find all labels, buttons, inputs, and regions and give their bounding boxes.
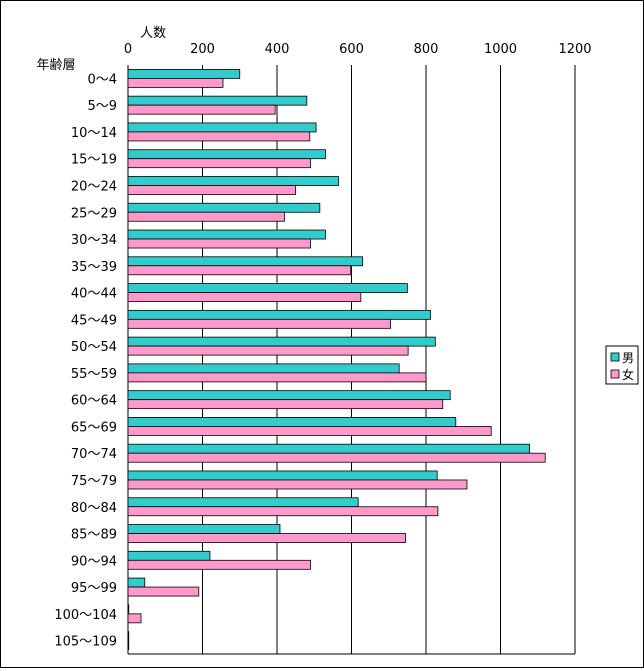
category-label: 0～4 (87, 72, 117, 87)
bar-female (127, 158, 311, 169)
bar-male (127, 604, 130, 615)
bar-male (127, 577, 146, 588)
bar-female (127, 211, 285, 222)
bar-male (127, 524, 281, 534)
bar-female (127, 318, 392, 329)
x-tick-label: 200 (190, 42, 215, 57)
x-tick-label: 600 (339, 42, 364, 57)
category-label: 15～19 (71, 153, 117, 168)
bar-male (127, 390, 451, 401)
x-tick-label: 1200 (558, 42, 591, 57)
bar-female (127, 506, 439, 517)
bar-male (127, 550, 211, 561)
bar-female (127, 104, 276, 115)
bar-female (127, 185, 297, 195)
bar-male (127, 336, 436, 347)
category-label: 10～14 (71, 126, 117, 141)
bar-male (127, 68, 241, 79)
x-tick-label: 0 (124, 42, 132, 57)
legend-swatch (610, 369, 620, 379)
bar-male (127, 149, 326, 160)
category-label: 45～49 (71, 313, 117, 328)
bar-female (127, 640, 130, 651)
bar-male (127, 309, 431, 320)
legend-swatch (610, 352, 620, 362)
bar-female (127, 77, 224, 88)
bar-female (127, 613, 142, 624)
bar-male (127, 283, 408, 293)
bar-male (127, 631, 130, 642)
bar-female (127, 372, 427, 383)
bar-male (127, 95, 308, 106)
category-label: 95～99 (71, 581, 117, 596)
category-label: 60～64 (71, 394, 117, 409)
bar-male (127, 176, 339, 186)
bar-female (127, 426, 492, 436)
bar-male (127, 202, 321, 213)
bar-female (127, 559, 311, 570)
category-label: 5～9 (87, 99, 117, 114)
bar-female (127, 452, 546, 463)
x-tick-label: 1000 (484, 42, 517, 57)
category-label: 65～69 (71, 420, 117, 435)
legend: 男女 (605, 345, 639, 385)
bar-male (127, 417, 457, 427)
legend-label: 女 (622, 367, 634, 382)
category-label: 40～44 (71, 287, 117, 302)
category-label: 30～34 (71, 233, 117, 248)
x-tick-label: 400 (265, 42, 290, 57)
bar-female (127, 399, 444, 410)
x-axis-label: 人数 (140, 26, 166, 41)
category-label: 50～54 (71, 340, 117, 355)
category-label: 105～109 (54, 635, 117, 650)
bar-female (127, 479, 468, 490)
category-label: 100～104 (54, 608, 117, 623)
x-tick-label: 800 (414, 42, 439, 57)
legend-label: 男 (622, 351, 634, 365)
bar-male (127, 122, 317, 133)
bars (127, 68, 546, 651)
bar-male (127, 363, 400, 374)
category-label: 70～74 (71, 447, 117, 462)
category-label: 25～29 (71, 206, 117, 221)
category-label: 75～79 (71, 474, 117, 489)
x-tick-labels: 0 200 400 600 800 1000 1200 (124, 42, 592, 57)
category-label: 35～39 (71, 260, 117, 275)
y-category-labels: 0～4 5～9 10～14 15～19 20～24 25～29 30～34 35～39 40～4… (54, 72, 117, 649)
bar-female (127, 238, 311, 249)
bar-male (127, 443, 530, 454)
category-label: 55～59 (71, 367, 117, 382)
category-label: 20～24 (71, 179, 117, 194)
y-axis-label: 年齢層 (36, 58, 75, 73)
bar-male (127, 470, 438, 481)
category-label: 85～89 (71, 528, 117, 543)
bar-female (127, 586, 200, 597)
bar-male (127, 256, 364, 267)
bar-female (127, 292, 362, 302)
bar-female (127, 533, 406, 543)
bar-male (127, 497, 359, 508)
category-label: 80～84 (71, 501, 117, 516)
bar-male (127, 229, 326, 240)
bar-female (127, 131, 311, 142)
bar-female (127, 265, 352, 276)
bar-female (127, 345, 409, 356)
category-label: 90～94 (71, 554, 117, 569)
